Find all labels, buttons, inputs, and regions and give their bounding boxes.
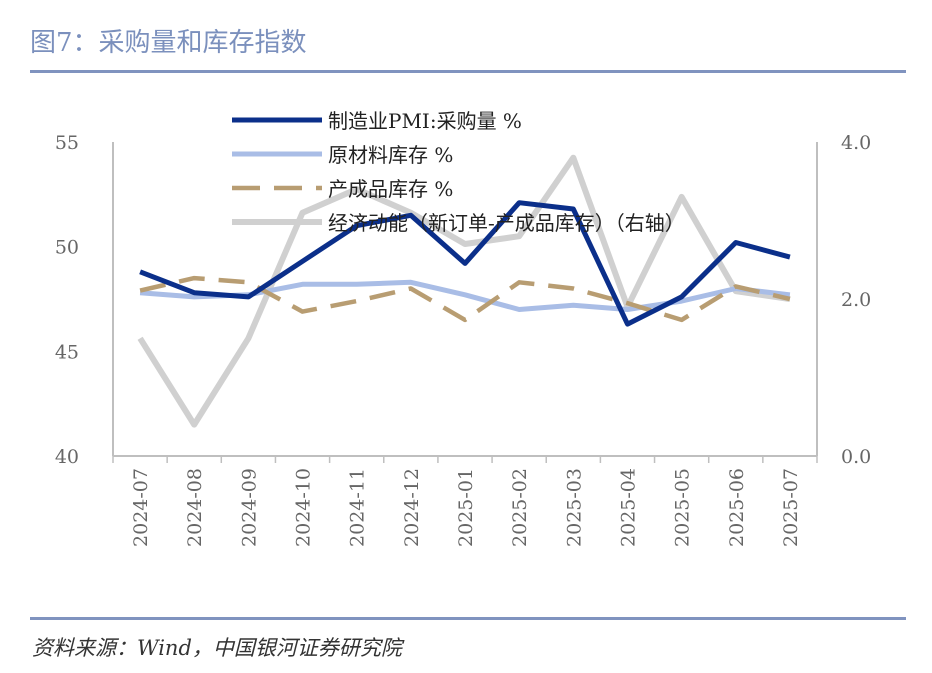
chart-title: 图7：采购量和库存指数 — [30, 28, 307, 58]
axes: 40 45 50 55 0.0 2.0 4.0 2024-07 2024-08 2024-09 20… — [55, 132, 871, 547]
x-tick-label: 2024-10 — [293, 468, 315, 547]
x-tick-label: 2025-07 — [780, 468, 802, 547]
x-tick-label: 2025-05 — [672, 468, 694, 547]
legend-label-4: 经济动能（新订单-产成品库存）（右轴） — [328, 211, 685, 235]
x-tick-label: 2024-12 — [401, 468, 423, 547]
x-tick-label: 2025-03 — [563, 468, 585, 547]
legend-label-1: 制造业PMI:采购量 % — [328, 109, 522, 133]
series-line-1 — [139, 200, 791, 327]
bottom-divider — [30, 617, 906, 620]
line-chart: 40 45 50 55 0.0 2.0 4.0 2024-07 2024-08 2024-09 20… — [55, 109, 871, 547]
x-tick-label: 2024-08 — [184, 468, 206, 547]
y-tick-left-label: 45 — [55, 341, 79, 363]
y-tick-left-label: 40 — [55, 446, 79, 468]
source-note: 资料来源：Wind，中国银河证券研究院 — [32, 636, 402, 660]
x-tick-label: 2025-01 — [455, 468, 477, 547]
legend: 制造业PMI:采购量 % 原材料库存 % 产成品库存 % 经济动能（新订单-产成品库存… — [232, 109, 685, 235]
y-tick-right-label: 2.0 — [841, 289, 871, 311]
x-tick-label: 2024-07 — [130, 468, 152, 547]
x-tick-label: 2025-02 — [509, 468, 531, 547]
x-tick-label: 2025-04 — [617, 468, 639, 547]
x-tick-label: 2024-09 — [238, 468, 260, 547]
y-tick-right-label: 0.0 — [841, 446, 871, 468]
x-tick-label: 2025-06 — [726, 468, 748, 547]
legend-label-2: 原材料库存 % — [328, 143, 453, 167]
series-line-3 — [139, 275, 791, 323]
legend-label-3: 产成品库存 % — [328, 177, 453, 201]
x-tick-label: 2024-11 — [347, 468, 369, 547]
series-line-4 — [137, 154, 791, 428]
y-tick-left-label: 55 — [55, 132, 79, 154]
y-tick-left-label: 50 — [55, 237, 79, 259]
top-divider — [30, 70, 906, 73]
y-tick-right-label: 4.0 — [841, 132, 871, 154]
series-lines — [137, 154, 791, 428]
